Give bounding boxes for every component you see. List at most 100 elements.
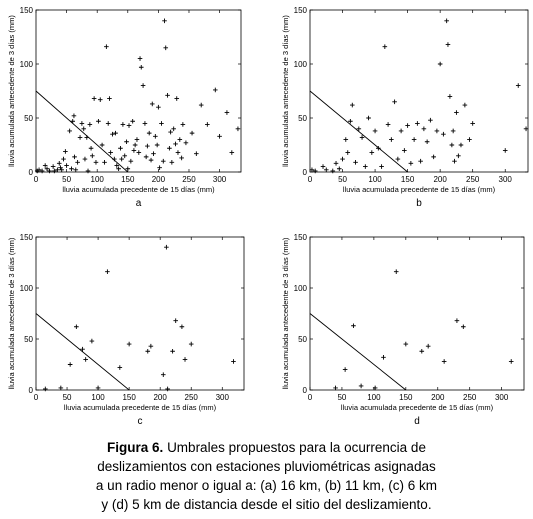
data-point-b-54: [523, 126, 529, 132]
data-point-c-7: [95, 385, 101, 391]
x-tick-label-a-50: 50: [62, 175, 71, 184]
data-point-d-3: [358, 383, 364, 389]
y-tick-label-a-100: 100: [20, 60, 34, 69]
data-point-b-30: [411, 137, 417, 142]
data-point-c-18: [179, 324, 185, 330]
caption-line-1-text: Umbrales propuestos para la ocurrencia d…: [167, 440, 426, 455]
data-point-a-18: [71, 113, 77, 119]
data-point-a-51: [125, 166, 131, 172]
y-axis-label-c: lluvia acumulada antecedente de 3 días (…: [7, 237, 16, 389]
data-point-a-44: [114, 163, 120, 168]
data-point-a-37: [104, 44, 109, 50]
data-point-b-2: [320, 164, 326, 169]
data-point-b-13: [356, 126, 362, 132]
data-point-b-6: [336, 166, 342, 172]
y-tick-label-c-150: 150: [20, 233, 34, 242]
data-point-a-63: [143, 154, 149, 160]
x-axis-label-d: lluvia acumulada precedente de 15 días (…: [341, 403, 494, 412]
data-point-a-56: [132, 142, 138, 148]
x-tick-label-a-300: 300: [213, 175, 227, 184]
data-point-a-88: [183, 140, 189, 146]
x-tick-label-d-250: 250: [463, 393, 477, 402]
data-point-a-45: [116, 166, 121, 172]
x-tick-label-c-150: 150: [122, 393, 136, 402]
data-point-b-16: [366, 115, 371, 121]
data-point-b-37: [434, 128, 440, 134]
data-point-a-69: [153, 134, 158, 139]
data-point-a-23: [79, 121, 85, 126]
data-point-b-51: [470, 121, 475, 126]
plot-frame-a: [35, 9, 242, 173]
plot-frame-d: [309, 236, 525, 391]
data-point-c-8: [105, 269, 110, 274]
data-point-b-46: [454, 110, 459, 115]
data-point-a-25: [82, 156, 88, 162]
data-point-a-89: [189, 130, 195, 136]
data-point-a-91: [198, 102, 204, 108]
x-tick-label-a-0: 0: [34, 175, 39, 184]
data-point-a-11: [59, 167, 65, 173]
caption-line-2: deslizamientos con estaciones pluviométr…: [97, 459, 436, 474]
data-point-a-33: [96, 118, 101, 124]
y-axis-label-a: lluvia acumulada antecedente de 3 días (…: [7, 15, 16, 167]
data-point-b-50: [467, 137, 472, 142]
x-tick-label-b-250: 250: [466, 175, 480, 184]
data-point-d-0: [333, 385, 338, 391]
caption-line-1: Figura 6. Umbrales propuestos para la oc…: [0, 438, 533, 457]
data-point-b-8: [343, 137, 349, 142]
data-point-c-13: [160, 372, 166, 377]
data-point-a-57: [134, 137, 140, 142]
data-point-d-1: [342, 367, 348, 372]
data-point-c-19: [182, 357, 188, 362]
data-point-a-22: [77, 135, 83, 140]
x-tick-label-b-100: 100: [368, 175, 382, 184]
data-point-c-2: [67, 362, 73, 367]
x-tick-label-d-50: 50: [337, 393, 346, 402]
data-point-c-9: [117, 365, 123, 370]
data-point-b-27: [402, 148, 407, 153]
x-tick-label-b-200: 200: [433, 175, 447, 184]
data-point-a-83: [174, 96, 180, 101]
data-point-a-74: [160, 158, 166, 164]
data-point-b-25: [395, 156, 401, 162]
data-point-a-7: [52, 168, 57, 174]
data-point-a-50: [124, 139, 129, 145]
data-point-a-15: [67, 128, 72, 134]
data-point-a-30: [89, 153, 95, 159]
panel-letter-b: b: [416, 198, 422, 209]
x-tick-label-d-100: 100: [367, 393, 381, 402]
data-point-a-65: [146, 130, 152, 136]
x-tick-label-d-200: 200: [431, 393, 445, 402]
data-point-b-36: [431, 154, 436, 160]
data-point-a-68: [151, 151, 156, 156]
panel-letter-a: a: [136, 198, 142, 209]
data-point-a-20: [73, 167, 79, 173]
data-point-b-11: [349, 102, 355, 108]
data-point-a-85: [177, 137, 183, 142]
data-point-c-21: [231, 359, 236, 364]
data-point-a-61: [140, 83, 146, 88]
data-point-a-34: [97, 97, 103, 102]
data-point-a-75: [162, 18, 167, 24]
data-point-b-5: [333, 161, 339, 166]
data-point-a-27: [85, 168, 91, 174]
data-point-c-15: [165, 386, 170, 392]
data-point-b-38: [437, 61, 443, 67]
data-point-c-10: [126, 341, 132, 347]
x-tick-label-c-250: 250: [185, 393, 199, 402]
data-point-b-19: [376, 145, 381, 151]
data-point-a-87: [180, 122, 186, 127]
data-point-a-29: [88, 145, 94, 151]
data-point-a-71: [156, 104, 161, 110]
data-point-a-14: [64, 163, 69, 168]
data-point-a-3: [42, 163, 48, 168]
data-point-a-49: [122, 153, 128, 159]
panel-letter-c: c: [138, 416, 143, 427]
data-point-a-43: [113, 130, 118, 136]
data-point-a-40: [108, 150, 113, 155]
data-point-c-14: [164, 244, 169, 250]
data-point-a-81: [171, 126, 176, 132]
data-point-b-45: [452, 158, 457, 164]
